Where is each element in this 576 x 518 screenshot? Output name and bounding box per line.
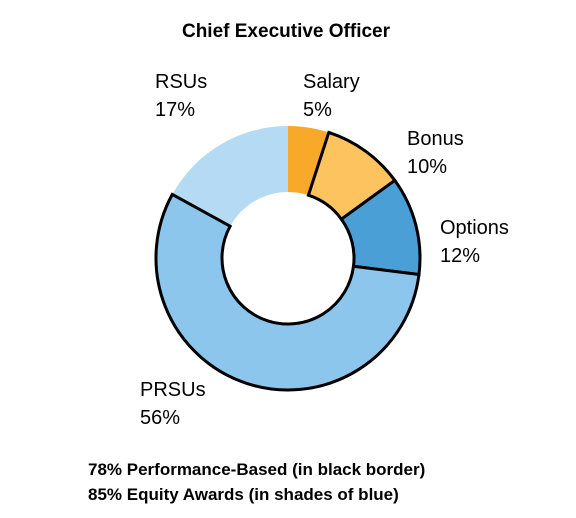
value-label: 12%	[440, 245, 480, 267]
value-label: 10%	[407, 156, 447, 178]
value-label: 17%	[155, 99, 195, 121]
slice	[172, 126, 288, 227]
donut	[154, 126, 422, 392]
slice-label: Salary	[303, 71, 360, 93]
slice-label: PRSUs	[140, 379, 206, 401]
chart-title: Chief Executive Officer	[182, 21, 391, 42]
slice	[288, 126, 329, 196]
slice	[154, 192, 421, 392]
annotation: 78% Performance-Based (in black border)	[88, 460, 425, 479]
slice-label: Bonus	[407, 128, 464, 150]
slice-label: Options	[440, 217, 509, 239]
value-label: 56%	[140, 407, 180, 429]
value-label: 5%	[303, 99, 332, 121]
annotation: 85% Equity Awards (in shades of blue)	[88, 485, 399, 504]
slice-label: RSUs	[155, 71, 207, 93]
